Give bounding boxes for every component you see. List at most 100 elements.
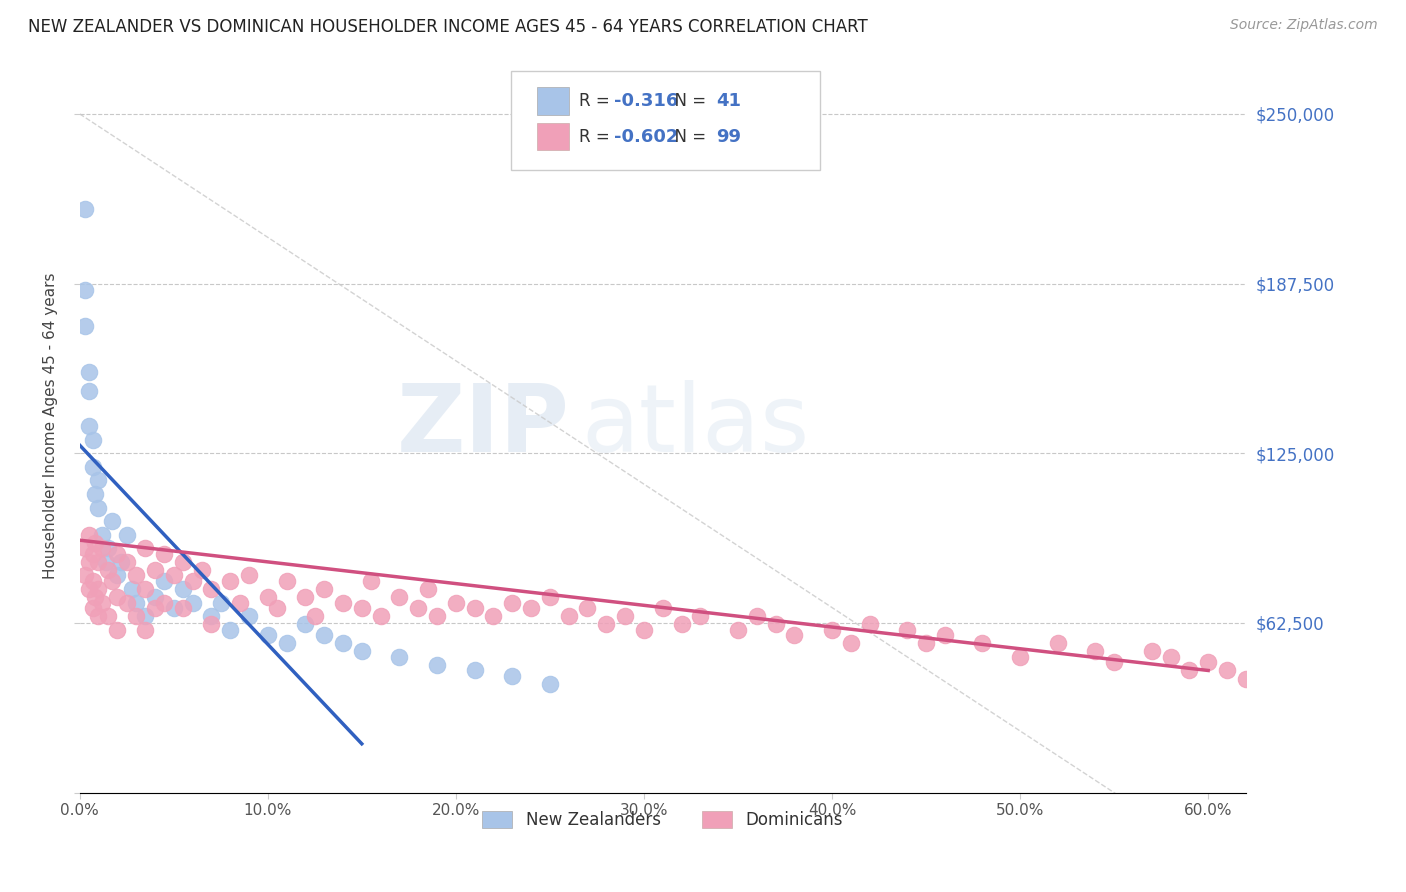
Point bbox=[87, 582, 110, 596]
Point bbox=[110, 555, 132, 569]
Point bbox=[209, 596, 232, 610]
Point bbox=[83, 536, 105, 550]
Point bbox=[915, 636, 938, 650]
Point bbox=[83, 487, 105, 501]
Point bbox=[538, 677, 561, 691]
Point bbox=[370, 609, 392, 624]
Text: ZIP: ZIP bbox=[396, 380, 569, 472]
Point bbox=[82, 547, 104, 561]
Point bbox=[388, 649, 411, 664]
Point bbox=[97, 563, 120, 577]
Point bbox=[77, 365, 100, 379]
Point bbox=[671, 617, 693, 632]
Point bbox=[115, 555, 138, 569]
Point bbox=[82, 433, 104, 447]
Text: NEW ZEALANDER VS DOMINICAN HOUSEHOLDER INCOME AGES 45 - 64 YEARS CORRELATION CHA: NEW ZEALANDER VS DOMINICAN HOUSEHOLDER I… bbox=[28, 18, 868, 36]
Point bbox=[482, 609, 505, 624]
Text: atlas: atlas bbox=[581, 380, 810, 472]
Point bbox=[75, 568, 97, 582]
Point bbox=[191, 563, 214, 577]
Text: 41: 41 bbox=[717, 93, 741, 111]
Point bbox=[200, 582, 222, 596]
Point bbox=[350, 601, 373, 615]
Point bbox=[153, 547, 176, 561]
Point bbox=[77, 419, 100, 434]
Point bbox=[115, 527, 138, 541]
Point bbox=[934, 628, 956, 642]
Point bbox=[77, 384, 100, 398]
Point bbox=[121, 582, 143, 596]
Point bbox=[745, 609, 768, 624]
Point bbox=[314, 582, 336, 596]
Point bbox=[97, 541, 120, 556]
Point bbox=[1140, 644, 1163, 658]
Point bbox=[77, 527, 100, 541]
Point bbox=[256, 590, 278, 604]
Point bbox=[94, 555, 117, 569]
Point bbox=[134, 582, 156, 596]
Text: Source: ZipAtlas.com: Source: ZipAtlas.com bbox=[1230, 18, 1378, 32]
Point bbox=[859, 617, 882, 632]
Text: -0.602: -0.602 bbox=[614, 128, 678, 145]
Point bbox=[332, 636, 354, 650]
Point bbox=[82, 601, 104, 615]
Point bbox=[276, 636, 298, 650]
Point bbox=[100, 574, 122, 588]
Point bbox=[1291, 682, 1313, 697]
Point bbox=[266, 601, 288, 615]
Point bbox=[1310, 690, 1333, 705]
Point bbox=[105, 568, 128, 582]
Point bbox=[1347, 704, 1369, 718]
Point bbox=[134, 623, 156, 637]
Point bbox=[1329, 698, 1351, 713]
Point bbox=[163, 568, 186, 582]
Point bbox=[426, 658, 449, 673]
Point bbox=[87, 609, 110, 624]
Point bbox=[520, 601, 543, 615]
Point bbox=[172, 555, 194, 569]
Point bbox=[75, 202, 97, 216]
Point bbox=[783, 628, 806, 642]
FancyBboxPatch shape bbox=[537, 122, 569, 151]
Point bbox=[97, 609, 120, 624]
Point bbox=[633, 623, 655, 637]
Text: -0.316: -0.316 bbox=[614, 93, 678, 111]
Text: N =: N = bbox=[664, 93, 711, 111]
Text: 99: 99 bbox=[717, 128, 741, 145]
Point bbox=[77, 555, 100, 569]
Point bbox=[181, 574, 204, 588]
Point bbox=[416, 582, 439, 596]
Point bbox=[238, 568, 260, 582]
Point bbox=[200, 609, 222, 624]
FancyBboxPatch shape bbox=[537, 87, 569, 115]
Point bbox=[153, 596, 176, 610]
Point bbox=[557, 609, 579, 624]
Point bbox=[1216, 664, 1239, 678]
Point bbox=[464, 601, 486, 615]
Point bbox=[83, 590, 105, 604]
Point bbox=[125, 596, 148, 610]
Point bbox=[105, 590, 128, 604]
Point bbox=[972, 636, 994, 650]
Point bbox=[388, 590, 411, 604]
Point bbox=[238, 609, 260, 624]
Point bbox=[501, 596, 523, 610]
Point bbox=[256, 628, 278, 642]
Point bbox=[1367, 709, 1389, 723]
Point bbox=[1197, 656, 1219, 670]
Point bbox=[464, 664, 486, 678]
Point bbox=[689, 609, 711, 624]
Point bbox=[276, 574, 298, 588]
Point bbox=[200, 617, 222, 632]
Point bbox=[75, 541, 97, 556]
Text: R =: R = bbox=[579, 128, 614, 145]
Point bbox=[304, 609, 326, 624]
Point bbox=[1272, 672, 1295, 686]
Point bbox=[87, 555, 110, 569]
Point bbox=[538, 590, 561, 604]
Point bbox=[75, 318, 97, 333]
Point bbox=[1046, 636, 1069, 650]
Point bbox=[406, 601, 429, 615]
Point bbox=[91, 527, 114, 541]
Point bbox=[134, 609, 156, 624]
